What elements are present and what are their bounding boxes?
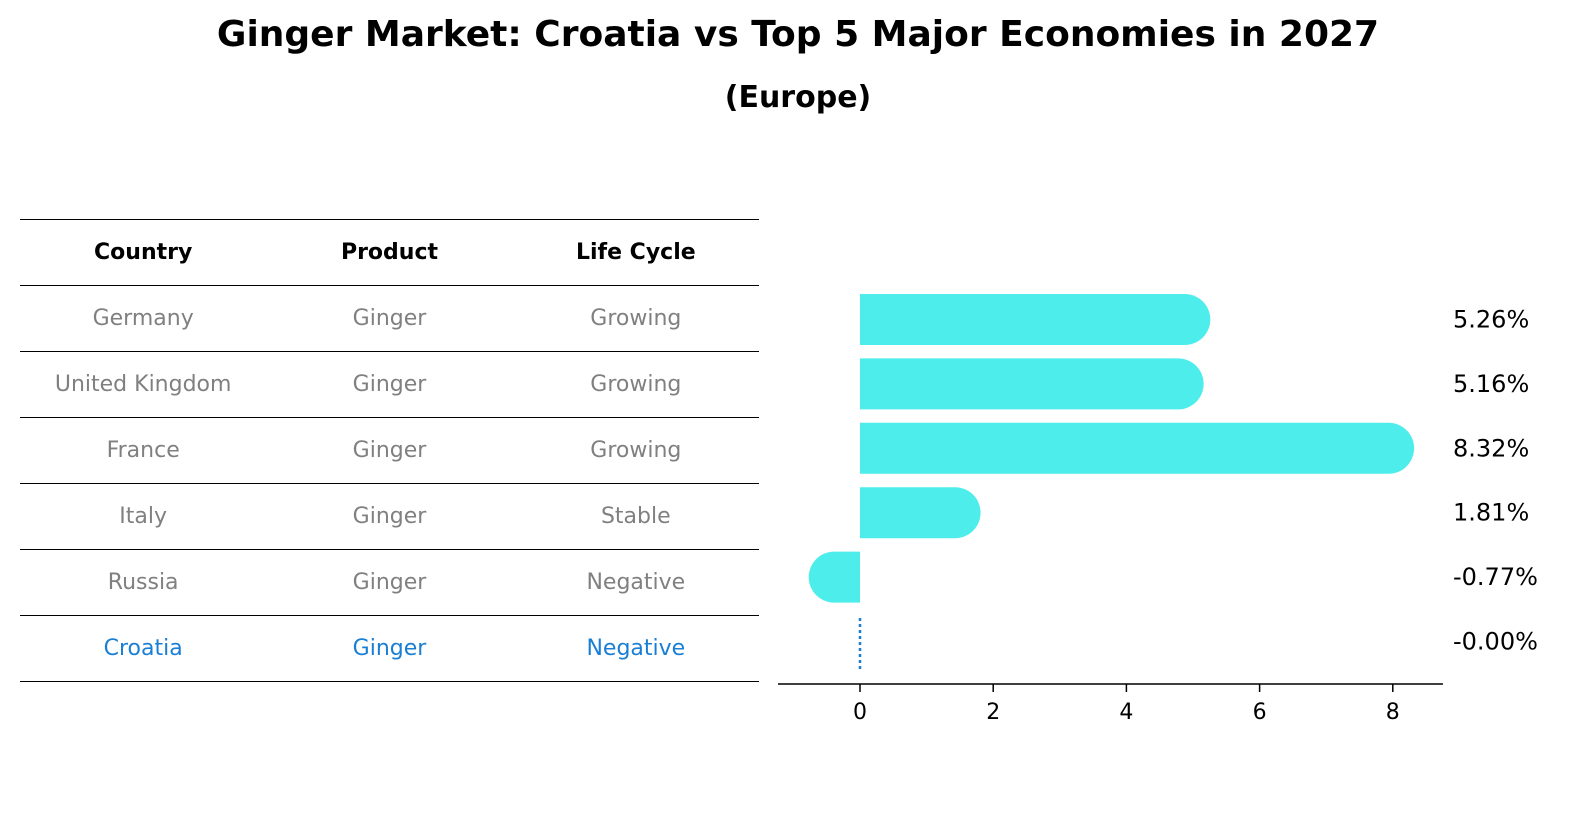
value-label: 1.81% [1453, 499, 1529, 527]
header-product: Product [340, 240, 439, 265]
chart-subtitle: (Europe) [724, 80, 872, 115]
x-tick-label: 4 [1119, 700, 1133, 725]
cell-product: Ginger [352, 306, 427, 331]
cell-country: United Kingdom [54, 372, 232, 397]
cell-product: Ginger [352, 636, 427, 661]
bar [808, 551, 860, 603]
cell-country: Croatia [103, 636, 183, 661]
country-table: Country Product Life Cycle Germany Ginge… [20, 219, 759, 682]
bar [860, 487, 981, 539]
table-row: United Kingdom Ginger Growing [20, 351, 759, 417]
table-header-row: Country Product Life Cycle [20, 219, 759, 285]
cell-life-cycle: Negative [586, 636, 686, 661]
cell-country: Russia [107, 570, 179, 595]
chart-title: Ginger Market: Croatia vs Top 5 Major Ec… [216, 14, 1380, 55]
cell-product: Ginger [352, 438, 427, 463]
value-label: -0.77% [1453, 563, 1538, 591]
table-row: Germany Ginger Growing [20, 285, 759, 351]
x-tick-label: 2 [986, 700, 1000, 725]
value-label: 5.16% [1453, 370, 1529, 398]
cell-country: France [106, 438, 180, 463]
cell-product: Ginger [352, 372, 427, 397]
cell-life-cycle: Growing [590, 438, 682, 463]
cell-country: Italy [119, 504, 168, 529]
cell-life-cycle: Growing [590, 372, 682, 397]
value-label: 8.32% [1453, 434, 1529, 462]
bar [860, 358, 1204, 410]
x-tick-label: 8 [1386, 700, 1400, 725]
x-tick-label: 6 [1253, 700, 1267, 725]
bar [860, 422, 1415, 474]
cell-life-cycle: Stable [600, 504, 671, 529]
cell-life-cycle: Growing [590, 306, 682, 331]
cell-product: Ginger [352, 504, 427, 529]
cell-country: Germany [92, 306, 194, 331]
bar [860, 294, 1211, 345]
value-label: 5.26% [1453, 306, 1529, 334]
value-label: -0.00% [1453, 628, 1538, 656]
x-tick-label: 0 [853, 700, 867, 725]
table-row-highlight: Croatia Ginger Negative [20, 615, 759, 682]
table-row: Russia Ginger Negative [20, 549, 759, 615]
header-country: Country [94, 240, 193, 265]
cell-product: Ginger [352, 570, 427, 595]
cell-life-cycle: Negative [586, 570, 686, 595]
header-life-cycle: Life Cycle [575, 240, 696, 265]
table-row: France Ginger Growing [20, 417, 759, 483]
table-row: Italy Ginger Stable [20, 483, 759, 549]
